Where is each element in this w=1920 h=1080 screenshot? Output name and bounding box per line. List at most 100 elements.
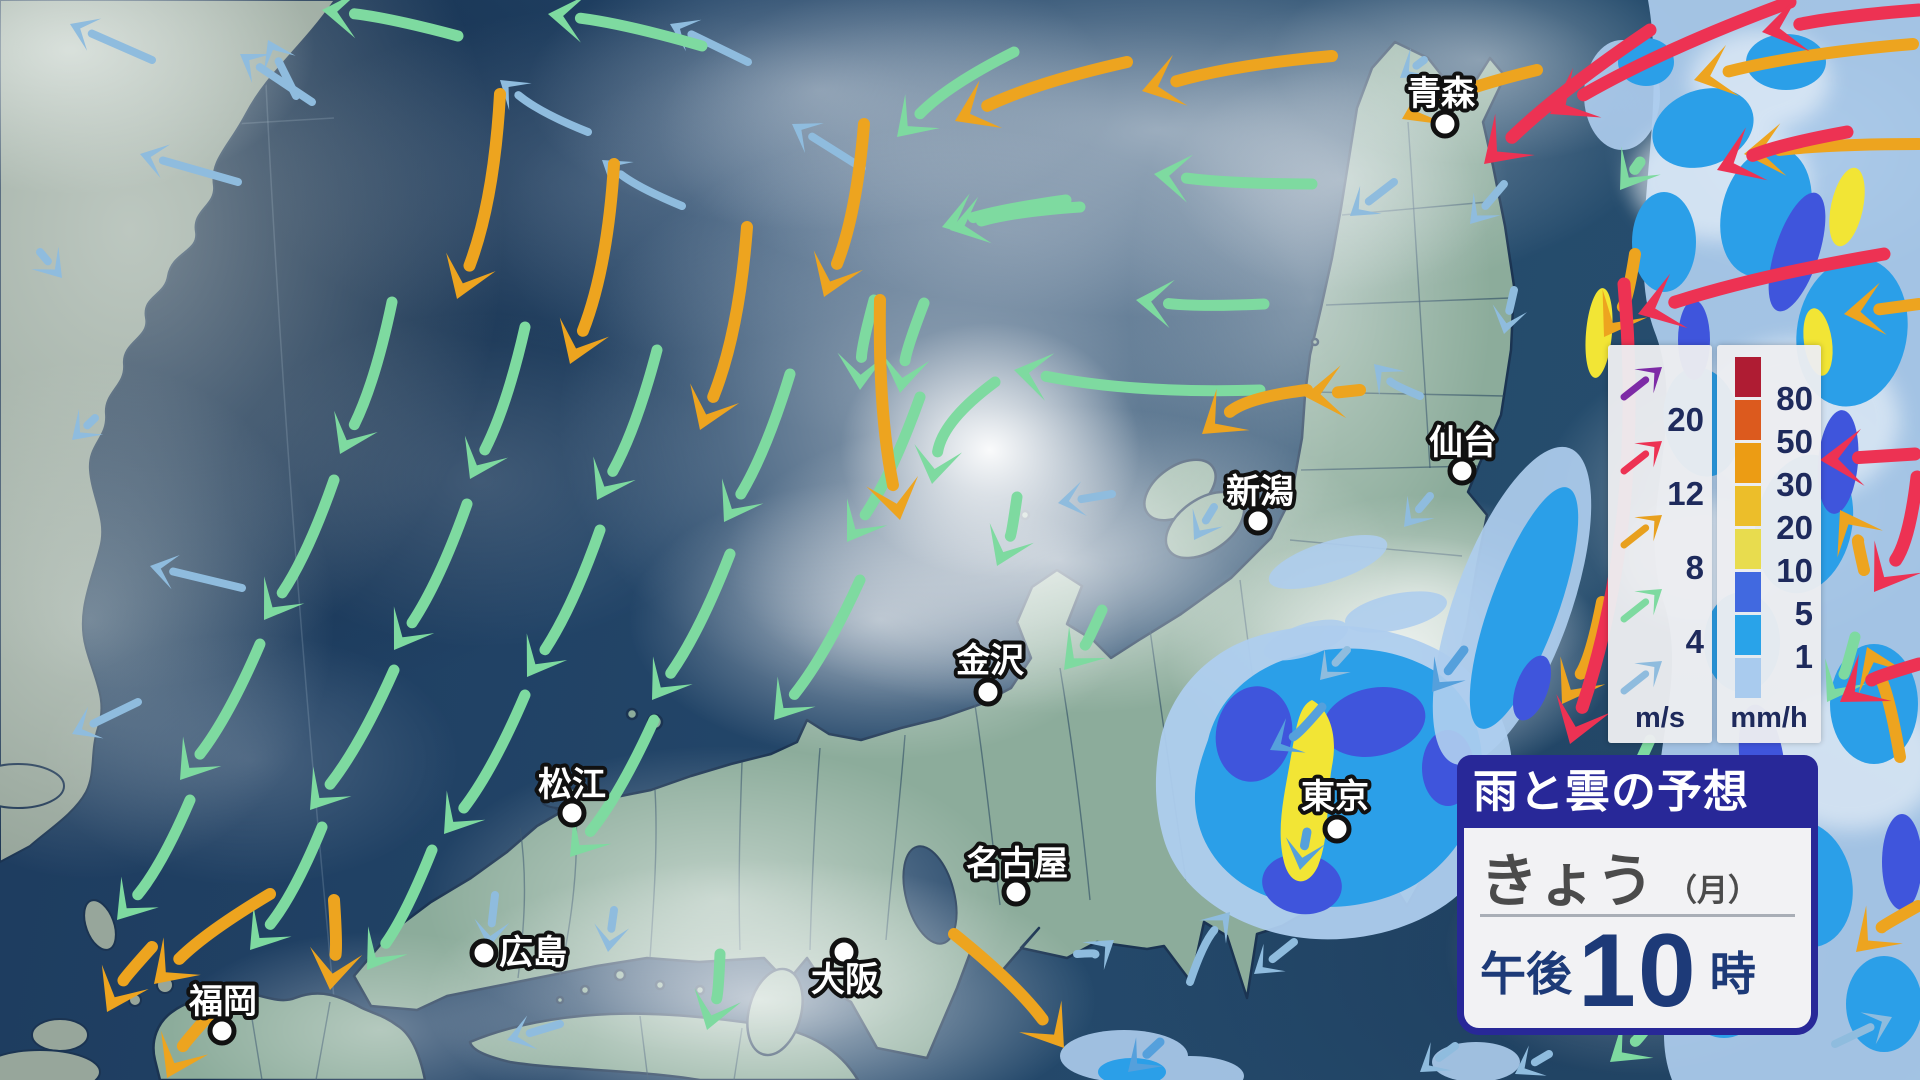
legend-wind-speed-value: 4 xyxy=(1685,623,1704,660)
wind-arrow xyxy=(1432,645,1469,692)
hour-suffix: 時 xyxy=(1709,948,1756,1000)
city-label: 金沢 xyxy=(955,641,1025,680)
wind-arrow xyxy=(240,54,316,106)
city-marker: 東京 xyxy=(1297,774,1373,844)
wind-arrow xyxy=(1484,23,1657,164)
wind-arrow xyxy=(559,158,620,364)
wind-arrow xyxy=(1638,247,1891,329)
period-label: 午後 xyxy=(1480,948,1572,1000)
wind-arrow xyxy=(594,906,630,952)
wind-arrow xyxy=(1404,492,1435,527)
wind-arrow xyxy=(1014,353,1266,401)
wind-arrow xyxy=(1304,365,1366,419)
rain-unit-label: mm/h xyxy=(1730,702,1808,734)
legend-wind-speed-value: 12 xyxy=(1667,475,1704,512)
city-marker: 新潟 xyxy=(1222,469,1298,536)
wind-arrow xyxy=(1136,279,1270,329)
wind-arrow xyxy=(1620,661,1662,695)
wind-arrow xyxy=(310,664,400,810)
hour-value: 10 xyxy=(1578,913,1698,1029)
city-dot xyxy=(973,677,1003,707)
wind-arrow xyxy=(1270,702,1327,753)
wind-arrow xyxy=(464,321,531,479)
legend-wind-speed-value: 20 xyxy=(1667,401,1704,438)
legend-rain-color-block xyxy=(1735,357,1761,397)
city-dot xyxy=(1447,456,1477,486)
city-dot xyxy=(557,798,587,828)
wind-arrow xyxy=(866,294,919,520)
city-dot xyxy=(1430,109,1460,139)
wind-arrow xyxy=(881,297,930,393)
legend-rain-value: 80 xyxy=(1776,380,1813,417)
city-label: 大阪 xyxy=(811,961,879,999)
wind-arrow xyxy=(1470,180,1508,224)
city-dot xyxy=(469,938,499,968)
wind-arrow xyxy=(1831,1012,1892,1048)
wind-arrow xyxy=(837,294,886,390)
wind-arrow xyxy=(444,689,531,834)
wind-arrow xyxy=(1400,48,1432,78)
wind-arrow xyxy=(1840,654,1920,702)
city-label: 青森 xyxy=(1407,75,1476,113)
city-label: 新潟 xyxy=(1226,473,1294,511)
city-marker: 名古屋 xyxy=(962,841,1072,907)
legend-rain-value: 20 xyxy=(1776,509,1813,546)
rainfall-legend: 80 50 30 20 10 5 1 mm/h xyxy=(1717,345,1821,743)
legend-rain-color-block xyxy=(1735,615,1761,655)
wind-arrow xyxy=(670,19,752,66)
date-label: きょう xyxy=(1480,849,1655,914)
wind-speed-legend: 20 12 8 4 m/s xyxy=(1608,345,1712,743)
wind-arrow xyxy=(1202,384,1313,434)
wind-arrow xyxy=(507,1015,564,1050)
wind-arrow xyxy=(593,344,663,500)
legend-rain-color-block xyxy=(1735,443,1761,483)
legend-wind-arrow-icon xyxy=(1616,579,1672,627)
wind-arrow xyxy=(694,948,741,1030)
wind-arrows-layer xyxy=(31,0,1920,1078)
wind-unit-label: m/s xyxy=(1635,702,1685,734)
legend-wind-arrow-icon xyxy=(1616,505,1672,553)
wind-arrow xyxy=(1825,631,1867,702)
wind-arrow xyxy=(792,123,866,172)
wind-arrow xyxy=(1285,827,1325,870)
legend-rain-value: 5 xyxy=(1794,595,1813,632)
wind-arrow xyxy=(1402,64,1543,126)
wind-arrow xyxy=(446,88,506,299)
wind-arrow xyxy=(652,548,736,700)
wind-arrow xyxy=(1620,441,1662,475)
wind-arrow xyxy=(264,474,340,620)
wind-arrow xyxy=(989,491,1034,566)
wind-arrow xyxy=(1420,1042,1459,1072)
wind-arrow xyxy=(955,56,1133,129)
wind-arrow xyxy=(690,221,753,430)
wind-arrow xyxy=(367,844,438,970)
wind-arrow xyxy=(1820,428,1920,486)
wind-arrow xyxy=(154,888,276,984)
wind-arrow xyxy=(1844,282,1920,335)
wind-arrow xyxy=(101,941,158,1012)
wind-arrow xyxy=(897,46,1020,137)
wind-arrow xyxy=(1350,178,1398,216)
city-label: 松江 xyxy=(538,766,606,804)
forecast-datetime: きょう （月） 午後 10 時 xyxy=(1457,828,1818,1035)
wind-arrow xyxy=(948,928,1064,1048)
wind-arrow xyxy=(1142,50,1338,106)
legend-rain-color-block xyxy=(1735,400,1761,440)
wind-arrow xyxy=(310,894,363,990)
wind-arrow xyxy=(334,296,398,454)
city-dot xyxy=(207,1016,237,1046)
wind-arrow xyxy=(526,524,606,677)
wind-arrow xyxy=(250,821,328,950)
wind-arrow xyxy=(1492,286,1528,334)
wind-arrow xyxy=(72,409,104,440)
wind-arrow xyxy=(180,638,266,780)
legend-wind-arrow-icon xyxy=(1616,357,1672,405)
wind-arrow xyxy=(31,246,62,278)
wind-arrow xyxy=(1192,503,1223,540)
wind-arrow xyxy=(1550,0,1797,118)
legend-rain-value: 1 xyxy=(1794,638,1813,675)
wind-arrow xyxy=(774,574,866,720)
wind-arrow xyxy=(1620,367,1662,401)
